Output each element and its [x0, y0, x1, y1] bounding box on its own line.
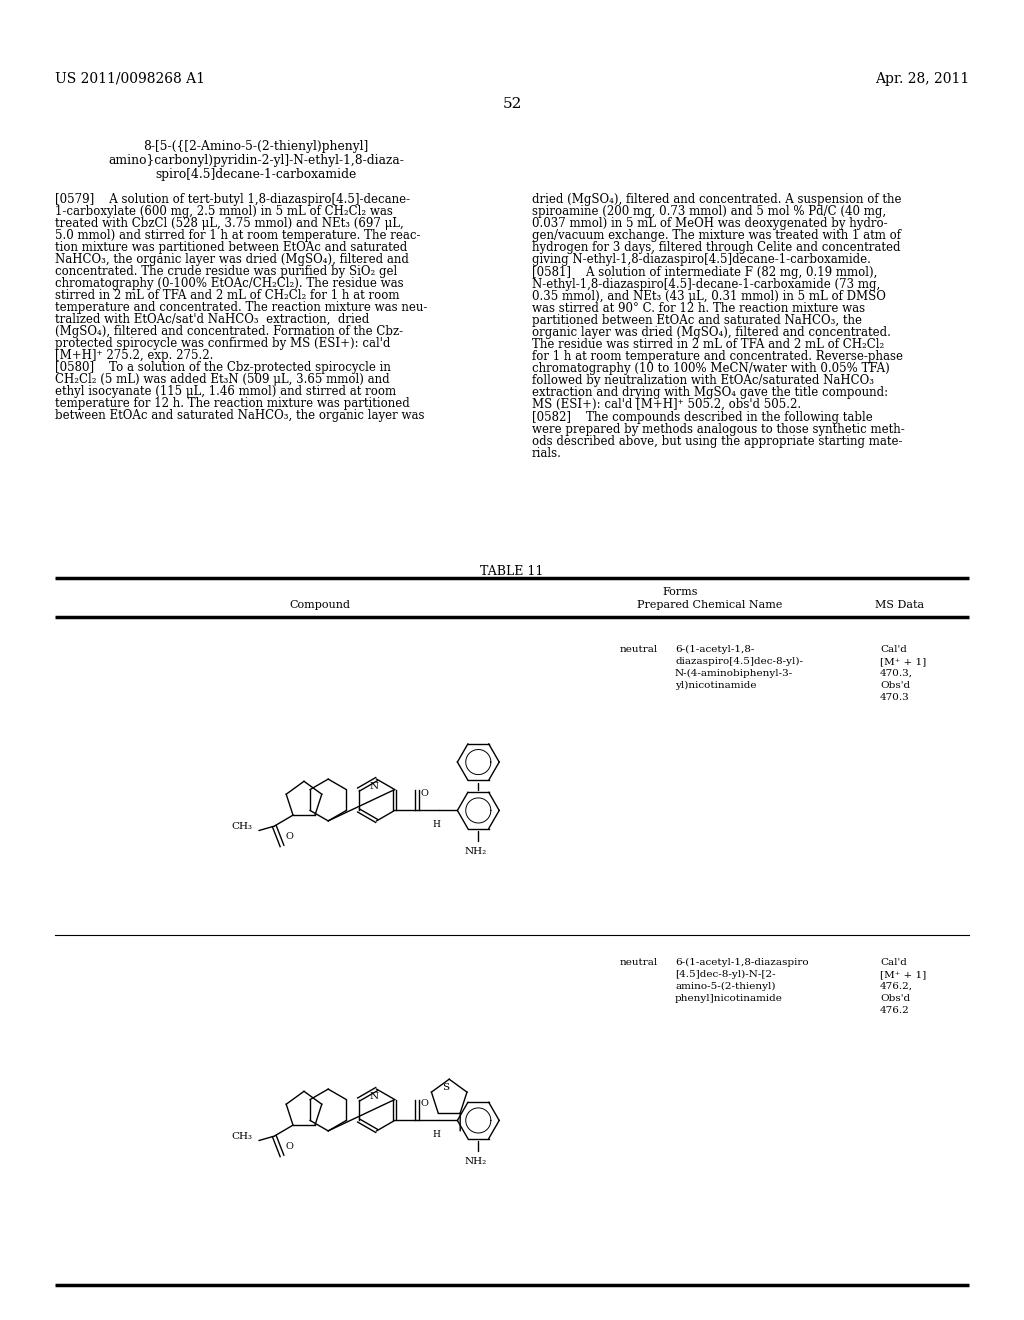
Text: H: H	[433, 821, 440, 829]
Text: 476.2: 476.2	[880, 1006, 909, 1015]
Text: spiroamine (200 mg, 0.73 mmol) and 5 mol % Pd/C (40 mg,: spiroamine (200 mg, 0.73 mmol) and 5 mol…	[532, 205, 886, 218]
Text: gen/vacuum exchange. The mixture was treated with 1 atm of: gen/vacuum exchange. The mixture was tre…	[532, 228, 901, 242]
Text: neutral: neutral	[620, 958, 658, 968]
Text: rials.: rials.	[532, 447, 562, 459]
Text: O: O	[421, 1100, 429, 1107]
Text: S: S	[441, 1084, 449, 1092]
Text: spiro[4.5]decane-1-carboxamide: spiro[4.5]decane-1-carboxamide	[156, 168, 356, 181]
Text: 1-carboxylate (600 mg, 2.5 mmol) in 5 mL of CH₂Cl₂ was: 1-carboxylate (600 mg, 2.5 mmol) in 5 mL…	[55, 205, 393, 218]
Text: [0582]    The compounds described in the following table: [0582] The compounds described in the fo…	[532, 411, 872, 424]
Text: treated with CbzCl (528 μL, 3.75 mmol) and NEt₃ (697 μL,: treated with CbzCl (528 μL, 3.75 mmol) a…	[55, 216, 403, 230]
Text: was stirred at 90° C. for 12 h. The reaction mixture was: was stirred at 90° C. for 12 h. The reac…	[532, 302, 865, 315]
Text: tion mixture was partitioned between EtOAc and saturated: tion mixture was partitioned between EtO…	[55, 242, 408, 253]
Text: temperature and concentrated. The reaction mixture was neu-: temperature and concentrated. The reacti…	[55, 301, 427, 314]
Text: N: N	[369, 1092, 378, 1101]
Text: protected spirocycle was confirmed by MS (ESI+): cal'd: protected spirocycle was confirmed by MS…	[55, 337, 390, 350]
Text: MS Data: MS Data	[876, 601, 925, 610]
Text: hydrogen for 3 days, filtered through Celite and concentrated: hydrogen for 3 days, filtered through Ce…	[532, 242, 900, 253]
Text: yl)nicotinamide: yl)nicotinamide	[675, 681, 757, 690]
Text: N-(4-aminobiphenyl-3-: N-(4-aminobiphenyl-3-	[675, 669, 794, 678]
Text: Apr. 28, 2011: Apr. 28, 2011	[874, 73, 969, 86]
Text: NH₂: NH₂	[464, 1158, 486, 1167]
Text: MS (ESI+): cal'd [M+H]⁺ 505.2, obs'd 505.2.: MS (ESI+): cal'd [M+H]⁺ 505.2, obs'd 505…	[532, 399, 801, 411]
Text: [M+H]⁺ 275.2, exp. 275.2.: [M+H]⁺ 275.2, exp. 275.2.	[55, 348, 213, 362]
Text: extraction and drying with MgSO₄ gave the title compound:: extraction and drying with MgSO₄ gave th…	[532, 385, 888, 399]
Text: organic layer was dried (MgSO₄), filtered and concentrated.: organic layer was dried (MgSO₄), filtere…	[532, 326, 891, 339]
Text: concentrated. The crude residue was purified by SiO₂ gel: concentrated. The crude residue was puri…	[55, 265, 397, 279]
Text: US 2011/0098268 A1: US 2011/0098268 A1	[55, 73, 205, 86]
Text: 470.3: 470.3	[880, 693, 909, 702]
Text: Obs'd: Obs'd	[880, 681, 910, 690]
Text: dried (MgSO₄), filtered and concentrated. A suspension of the: dried (MgSO₄), filtered and concentrated…	[532, 193, 901, 206]
Text: NaHCO₃, the organic layer was dried (MgSO₄), filtered and: NaHCO₃, the organic layer was dried (MgS…	[55, 253, 409, 267]
Text: 52: 52	[503, 96, 521, 111]
Text: TABLE 11: TABLE 11	[480, 565, 544, 578]
Text: NH₂: NH₂	[464, 847, 486, 857]
Text: CH₂Cl₂ (5 mL) was added Et₃N (509 μL, 3.65 mmol) and: CH₂Cl₂ (5 mL) was added Et₃N (509 μL, 3.…	[55, 374, 389, 385]
Text: partitioned between EtOAc and saturated NaHCO₃, the: partitioned between EtOAc and saturated …	[532, 314, 862, 327]
Text: were prepared by methods analogous to those synthetic meth-: were prepared by methods analogous to th…	[532, 422, 905, 436]
Text: phenyl]nicotinamide: phenyl]nicotinamide	[675, 994, 783, 1003]
Text: chromatography (10 to 100% MeCN/water with 0.05% TFA): chromatography (10 to 100% MeCN/water wi…	[532, 362, 890, 375]
Text: [0580]    To a solution of the Cbz-protected spirocycle in: [0580] To a solution of the Cbz-protecte…	[55, 360, 391, 374]
Text: The residue was stirred in 2 mL of TFA and 2 mL of CH₂Cl₂: The residue was stirred in 2 mL of TFA a…	[532, 338, 885, 351]
Text: [0581]    A solution of intermediate F (82 mg, 0.19 mmol),: [0581] A solution of intermediate F (82 …	[532, 267, 878, 279]
Text: 470.3,: 470.3,	[880, 669, 913, 678]
Text: N-ethyl-1,8-diazaspiro[4.5]-decane-1-carboxamide (73 mg,: N-ethyl-1,8-diazaspiro[4.5]-decane-1-car…	[532, 279, 881, 290]
Text: [M⁺ + 1]: [M⁺ + 1]	[880, 657, 927, 667]
Text: O: O	[421, 789, 429, 799]
Text: Forms: Forms	[663, 587, 697, 597]
Text: O: O	[285, 1142, 293, 1151]
Text: H: H	[433, 1130, 440, 1139]
Text: giving N-ethyl-1,8-diazaspiro[4.5]decane-1-carboxamide.: giving N-ethyl-1,8-diazaspiro[4.5]decane…	[532, 253, 870, 267]
Text: (MgSO₄), filtered and concentrated. Formation of the Cbz-: (MgSO₄), filtered and concentrated. Form…	[55, 325, 403, 338]
Text: N: N	[369, 781, 378, 791]
Text: 6-(1-acetyl-1,8-diazaspiro: 6-(1-acetyl-1,8-diazaspiro	[675, 958, 809, 968]
Text: [4.5]dec-8-yl)-N-[2-: [4.5]dec-8-yl)-N-[2-	[675, 970, 775, 979]
Text: temperature for 12 h. The reaction mixture was partitioned: temperature for 12 h. The reaction mixtu…	[55, 397, 410, 411]
Text: 0.037 mmol) in 5 mL of MeOH was deoxygenated by hydro-: 0.037 mmol) in 5 mL of MeOH was deoxygen…	[532, 216, 888, 230]
Text: 476.2,: 476.2,	[880, 982, 913, 991]
Text: between EtOAc and saturated NaHCO₃, the organic layer was: between EtOAc and saturated NaHCO₃, the …	[55, 409, 425, 422]
Text: 6-(1-acetyl-1,8-: 6-(1-acetyl-1,8-	[675, 645, 755, 655]
Text: Cal'd: Cal'd	[880, 645, 907, 653]
Text: amino}carbonyl)pyridin-2-yl]-N-ethyl-1,8-diaza-: amino}carbonyl)pyridin-2-yl]-N-ethyl-1,8…	[109, 154, 403, 168]
Text: amino-5-(2-thienyl): amino-5-(2-thienyl)	[675, 982, 775, 991]
Text: Prepared Chemical Name: Prepared Chemical Name	[637, 601, 782, 610]
Text: 8-[5-({[2-Amino-5-(2-thienyl)phenyl]: 8-[5-({[2-Amino-5-(2-thienyl)phenyl]	[143, 140, 369, 153]
Text: 0.35 mmol), and NEt₃ (43 μL, 0.31 mmol) in 5 mL of DMSO: 0.35 mmol), and NEt₃ (43 μL, 0.31 mmol) …	[532, 290, 886, 304]
Text: Cal'd: Cal'd	[880, 958, 907, 968]
Text: ethyl isocyanate (115 μL, 1.46 mmol) and stirred at room: ethyl isocyanate (115 μL, 1.46 mmol) and…	[55, 385, 396, 399]
Text: [M⁺ + 1]: [M⁺ + 1]	[880, 970, 927, 979]
Text: Obs'd: Obs'd	[880, 994, 910, 1003]
Text: stirred in 2 mL of TFA and 2 mL of CH₂Cl₂ for 1 h at room: stirred in 2 mL of TFA and 2 mL of CH₂Cl…	[55, 289, 399, 302]
Text: neutral: neutral	[620, 645, 658, 653]
Text: [0579]    A solution of tert-butyl 1,8-diazaspiro[4.5]-decane-: [0579] A solution of tert-butyl 1,8-diaz…	[55, 193, 411, 206]
Text: diazaspiro[4.5]dec-8-yl)-: diazaspiro[4.5]dec-8-yl)-	[675, 657, 803, 667]
Text: for 1 h at room temperature and concentrated. Reverse-phase: for 1 h at room temperature and concentr…	[532, 350, 903, 363]
Text: tralized with EtOAc/sat'd NaHCO₃  extraction,  dried: tralized with EtOAc/sat'd NaHCO₃ extract…	[55, 313, 370, 326]
Text: Compound: Compound	[290, 601, 350, 610]
Text: CH₃: CH₃	[230, 822, 252, 832]
Text: chromatography (0-100% EtOAc/CH₂Cl₂). The residue was: chromatography (0-100% EtOAc/CH₂Cl₂). Th…	[55, 277, 403, 290]
Text: CH₃: CH₃	[230, 1133, 252, 1140]
Text: followed by neutralization with EtOAc/saturated NaHCO₃: followed by neutralization with EtOAc/sa…	[532, 374, 874, 387]
Text: ods described above, but using the appropriate starting mate-: ods described above, but using the appro…	[532, 436, 902, 447]
Text: O: O	[285, 832, 293, 841]
Text: 5.0 mmol) and stirred for 1 h at room temperature. The reac-: 5.0 mmol) and stirred for 1 h at room te…	[55, 228, 421, 242]
